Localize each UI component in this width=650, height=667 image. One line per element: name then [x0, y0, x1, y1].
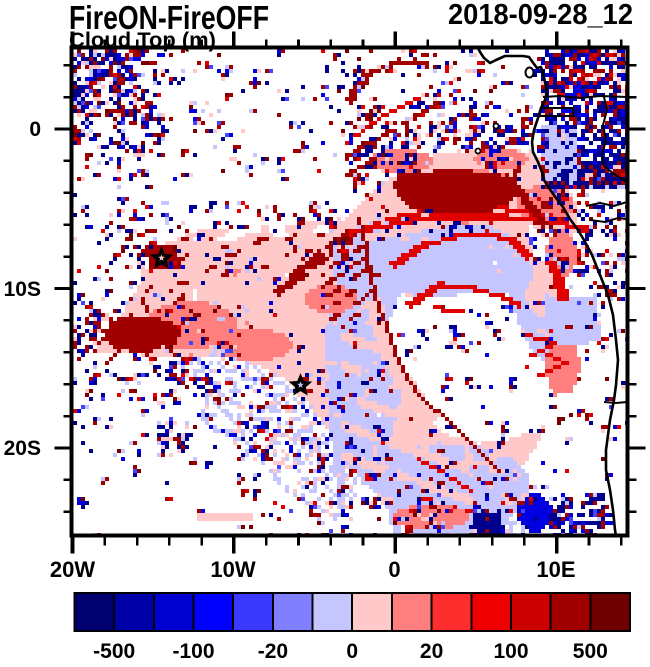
svg-text:10W: 10W — [210, 557, 255, 582]
svg-text:0: 0 — [388, 557, 400, 582]
svg-text:20: 20 — [420, 640, 443, 663]
svg-text:500: 500 — [573, 640, 608, 663]
svg-text:-20: -20 — [258, 640, 288, 663]
svg-text:-100: -100 — [172, 640, 214, 663]
svg-text:FireON-FireOFF: FireON-FireOFF — [69, 0, 269, 36]
svg-text:10E: 10E — [536, 557, 575, 582]
svg-text:2018-09-28_12: 2018-09-28_12 — [448, 0, 633, 31]
svg-text:10S: 10S — [4, 278, 41, 301]
svg-text:0: 0 — [29, 118, 41, 141]
svg-text:100: 100 — [493, 640, 528, 663]
svg-text:-500: -500 — [93, 640, 135, 663]
svg-text:Cloud Top (m): Cloud Top (m) — [69, 29, 216, 52]
svg-text:20S: 20S — [4, 437, 41, 460]
svg-text:0: 0 — [346, 640, 358, 663]
svg-text:20W: 20W — [50, 557, 95, 582]
